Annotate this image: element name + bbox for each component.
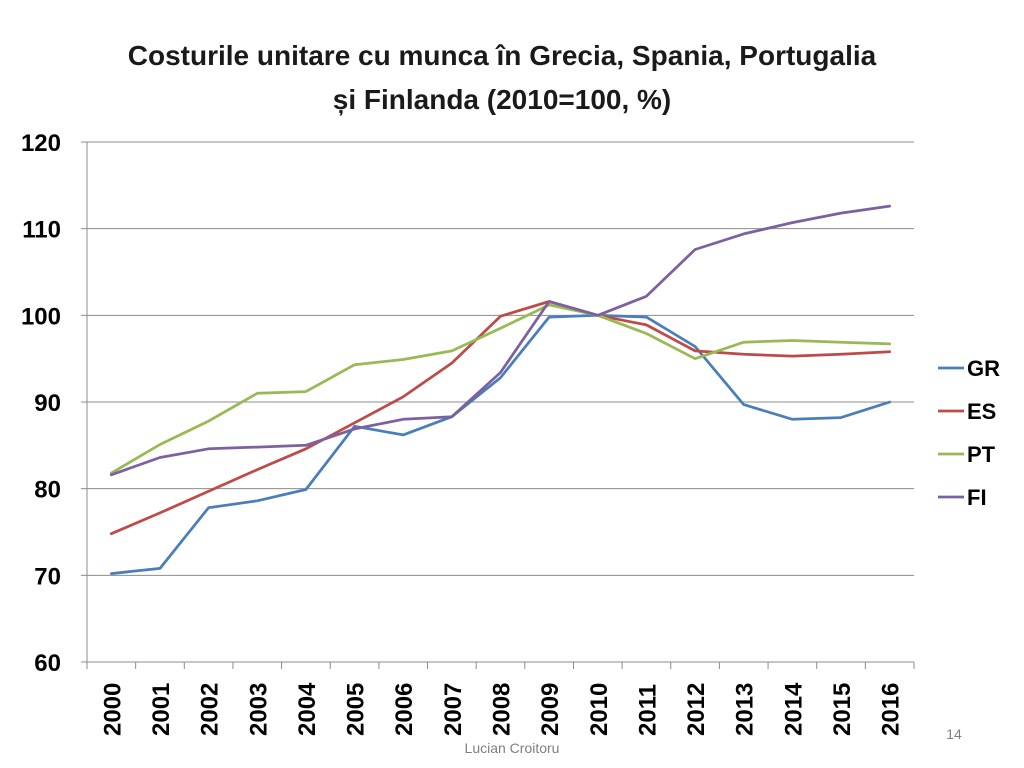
y-tick-label: 90	[34, 390, 61, 417]
legend-label-gr: GR	[967, 356, 1000, 381]
y-tick-label: 110	[22, 217, 61, 244]
x-tick-label: 2000	[99, 683, 126, 736]
x-tick-label: 2002	[197, 683, 224, 736]
chart-title: Costurile unitare cu munca în Grecia, Sp…	[60, 34, 944, 122]
x-tick-label: 2009	[537, 683, 564, 736]
y-tick-label: 120	[21, 130, 61, 157]
author-footer: Lucian Croitoru	[464, 740, 560, 756]
x-tick-label: 2007	[440, 683, 467, 736]
chart-title-line-2: și Finlanda (2010=100, %)	[332, 84, 672, 115]
legend-label-es: ES	[967, 399, 996, 424]
series-line-es	[109, 300, 892, 536]
y-tick-label: 70	[34, 563, 61, 590]
series-line-gr	[109, 313, 892, 575]
y-tick-label: 80	[34, 477, 61, 504]
x-tick-label: 2015	[829, 683, 856, 736]
x-tick-label: 2011	[634, 684, 661, 736]
series-line-fi	[109, 204, 892, 477]
x-tick-label: 2014	[780, 682, 807, 736]
y-tick-label: 60	[34, 650, 61, 677]
x-tick-label: 2004	[294, 682, 321, 736]
page-number: 14	[946, 726, 962, 742]
x-tick-label: 2008	[489, 683, 516, 736]
x-tick-label: 2003	[245, 683, 272, 736]
legend-label-pt: PT	[967, 442, 996, 467]
x-tick-label: 2005	[343, 683, 370, 736]
x-tick-label: 2001	[148, 683, 175, 736]
legend-label-fi: FI	[967, 485, 987, 510]
x-tick-label: 2012	[683, 683, 710, 736]
x-tick-label: 2010	[586, 683, 613, 736]
x-tick-label: 2013	[732, 683, 759, 736]
y-tick-label: 100	[21, 303, 61, 330]
chart-title-line-1: Costurile unitare cu munca în Grecia, Sp…	[127, 40, 877, 71]
x-tick-label: 2016	[878, 683, 905, 736]
x-tick-label: 2006	[391, 683, 418, 736]
series-line-pt	[109, 303, 892, 475]
